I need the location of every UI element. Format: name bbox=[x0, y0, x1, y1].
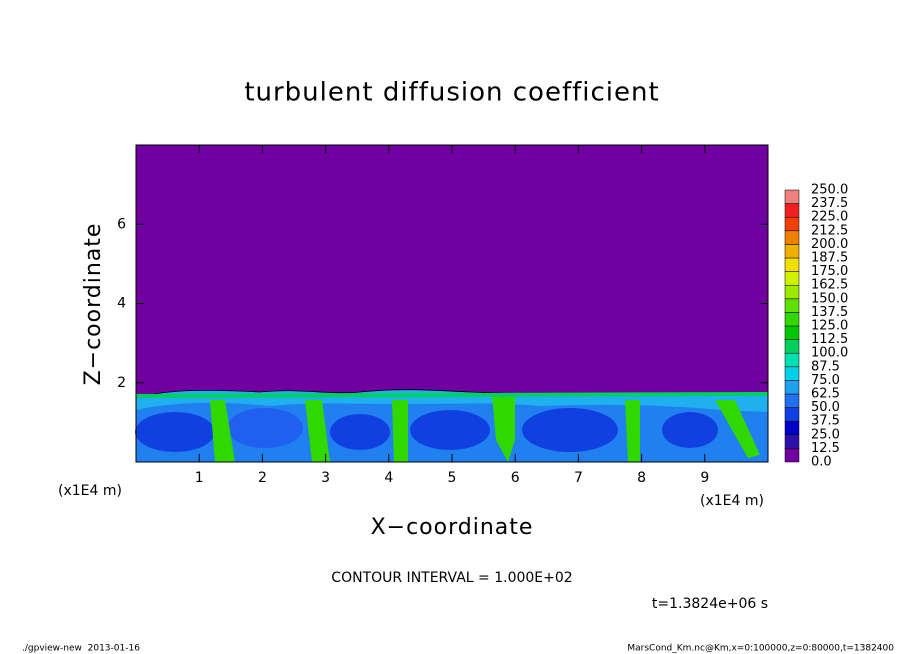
colorbar-label: 100.0 bbox=[811, 346, 848, 361]
y-tick-label: 6 bbox=[117, 216, 126, 232]
colorbar-label: 37.5 bbox=[811, 414, 840, 429]
colorbar-label: 87.5 bbox=[811, 359, 840, 374]
time-label: t=1.3824e+06 s bbox=[652, 596, 768, 612]
x-tick-label: 9 bbox=[700, 470, 709, 486]
colorbar-label: 200.0 bbox=[811, 237, 848, 252]
footer-right: MarsCond_Km.nc@Km,x=0:100000,z=0:80000,t… bbox=[627, 644, 894, 654]
colorbar-label: 125.0 bbox=[811, 319, 848, 334]
x-tick-label: 7 bbox=[574, 470, 583, 486]
x-tick-label: 6 bbox=[511, 470, 520, 486]
colorbar-swatch bbox=[784, 325, 800, 340]
y-unit: (x1E4 m) bbox=[58, 483, 122, 499]
colorbar-label: 225.0 bbox=[811, 210, 848, 225]
colorbar-label: 187.5 bbox=[811, 251, 848, 266]
y-axis-label: Z−coordinate bbox=[81, 223, 106, 386]
x-tick-label: 1 bbox=[195, 470, 204, 486]
x-tick-label: 8 bbox=[637, 470, 646, 486]
colorbar-swatch bbox=[784, 407, 800, 422]
colorbar-swatch bbox=[784, 244, 800, 259]
colorbar-swatch bbox=[784, 393, 800, 408]
colorbar-swatch bbox=[784, 284, 800, 300]
colorbar-swatch bbox=[784, 339, 800, 354]
colorbar-label: 62.5 bbox=[811, 387, 840, 402]
colorbar-label: 175.0 bbox=[811, 264, 848, 279]
colorbar-swatch bbox=[784, 312, 800, 327]
x-axis-label: X−coordinate bbox=[371, 515, 534, 540]
colorbar-label: 112.5 bbox=[811, 332, 848, 347]
colorbar-label: 75.0 bbox=[811, 373, 840, 388]
colorbar-swatch bbox=[784, 448, 800, 463]
colorbar-swatch bbox=[784, 230, 800, 245]
x-tick-label: 2 bbox=[258, 470, 267, 486]
x-tick-label: 5 bbox=[448, 470, 457, 486]
contour-interval: CONTOUR INTERVAL = 1.000E+02 bbox=[331, 570, 572, 586]
colorbar-swatch bbox=[784, 352, 800, 368]
chart-title: turbulent diffusion coefficient bbox=[244, 78, 659, 108]
x-tick-label: 3 bbox=[321, 470, 330, 486]
colorbar-label: 137.5 bbox=[811, 305, 848, 320]
colorbar-swatch bbox=[784, 298, 800, 313]
contour-field bbox=[135, 145, 769, 463]
colorbar-swatch bbox=[784, 189, 800, 204]
colorbar-swatch bbox=[784, 420, 800, 436]
x-tick-label: 4 bbox=[384, 470, 393, 486]
colorbar-label: 0.0 bbox=[811, 455, 832, 470]
x-unit: (x1E4 m) bbox=[700, 493, 764, 509]
y-tick-label: 4 bbox=[117, 296, 126, 312]
colorbar-label: 150.0 bbox=[811, 291, 848, 306]
footer-left: ./gpview-new 2013-01-16 bbox=[22, 644, 140, 654]
y-tick-label: 2 bbox=[117, 375, 126, 391]
colorbar-label: 212.5 bbox=[811, 223, 848, 238]
colorbar-swatch bbox=[784, 257, 800, 272]
colorbar-swatch bbox=[784, 380, 800, 395]
colorbar-label: 237.5 bbox=[811, 196, 848, 211]
colorbar-label: 50.0 bbox=[811, 400, 840, 415]
colorbar-swatch bbox=[784, 203, 800, 218]
colorbar-label: 25.0 bbox=[811, 427, 840, 442]
colorbar-swatch bbox=[784, 271, 800, 286]
colorbar-label: 12.5 bbox=[811, 441, 840, 456]
colorbar-swatch bbox=[784, 366, 800, 381]
colorbar-label: 250.0 bbox=[811, 183, 848, 198]
colorbar-label: 162.5 bbox=[811, 278, 848, 293]
colorbar-swatch bbox=[784, 434, 800, 449]
colorbar-swatch bbox=[784, 216, 800, 232]
